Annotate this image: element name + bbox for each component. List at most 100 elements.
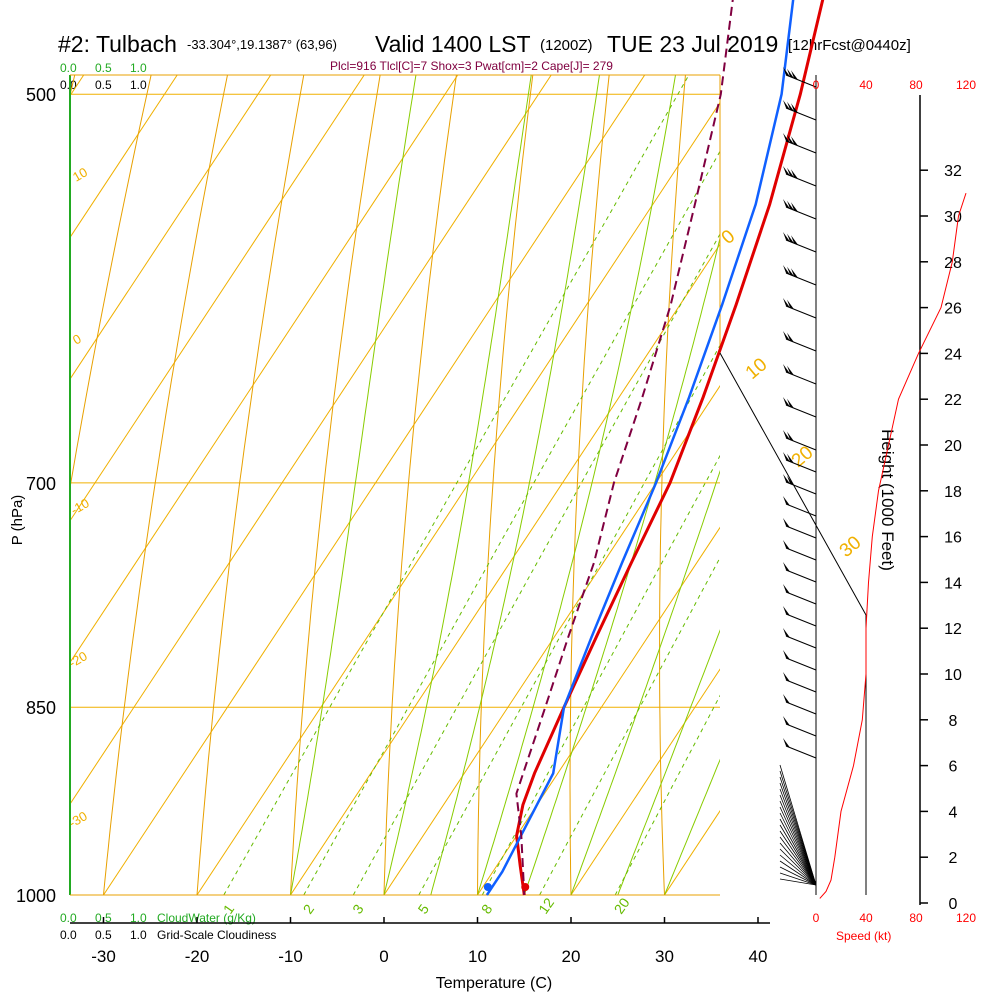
cloudiness-top-2: 1.0 — [130, 78, 147, 92]
barb-flag — [787, 167, 794, 178]
height-tick-30: 30 — [944, 209, 962, 226]
isotherm--110 — [0, 0, 413, 895]
sounding-series — [483, 0, 825, 896]
speed-tick-bottom-80: 80 — [909, 911, 923, 925]
cloudwater-bottom-2: 1.0 — [130, 911, 147, 925]
isotherm-label-1: 0 — [70, 331, 84, 348]
cloudiness-bottom-2: 1.0 — [130, 928, 147, 942]
barb-flag — [791, 136, 798, 146]
height-tick-22: 22 — [944, 392, 962, 409]
height-tick-24: 24 — [944, 346, 962, 363]
barb-shaft — [785, 525, 817, 539]
low-level-barb — [779, 836, 817, 886]
low-level-barb — [779, 830, 817, 886]
barb-shaft — [785, 701, 817, 715]
barb-shaft — [785, 613, 817, 627]
barb-flag — [783, 452, 790, 462]
dry-adiabat--40 — [70, 75, 152, 491]
height-tick-10: 10 — [944, 667, 962, 684]
barb-flag — [783, 298, 790, 308]
wind-barb — [783, 650, 817, 671]
cloudwater-top-1: 0.5 — [95, 61, 112, 75]
speed-tick-top-80: 80 — [909, 78, 923, 92]
low-level-barb — [779, 812, 817, 886]
speed-tick-top-0: 0 — [813, 78, 820, 92]
barb-flag — [787, 365, 794, 376]
low-level-barb — [779, 842, 817, 886]
wind-barb — [783, 474, 817, 495]
mixing-ratio-label-4: 8 — [478, 901, 496, 917]
temperature-tick-10: 10 — [468, 947, 487, 966]
barb-flag — [783, 518, 790, 528]
pressure-tick-500: 500 — [26, 85, 56, 105]
valid-time: Valid 1400 LST — [375, 31, 531, 57]
temperature-tick-30: 30 — [655, 947, 674, 966]
barb-flag — [787, 332, 794, 343]
barb-flag — [783, 100, 790, 110]
wind-barb — [783, 100, 817, 121]
wind-barb — [783, 518, 817, 539]
site-coords: -33.304°,19.1387° (63,96) — [187, 37, 337, 52]
low-level-barb — [779, 854, 817, 886]
wind-barb — [783, 716, 817, 737]
height-tick-32: 32 — [944, 163, 962, 180]
temperature-tick--10: -10 — [278, 947, 303, 966]
wind-barb — [783, 452, 817, 473]
isotherm-label-5: 0 — [718, 226, 740, 249]
height-tick-2: 2 — [949, 850, 958, 867]
temperature-tick-40: 40 — [749, 947, 768, 966]
isotherm--70 — [70, 75, 272, 380]
barb-shaft — [785, 569, 817, 583]
wind-barb — [783, 540, 817, 561]
height-tick-16: 16 — [944, 530, 962, 547]
surface-temperature-dot — [521, 883, 530, 891]
barb-shaft — [785, 591, 817, 605]
height-tick-12: 12 — [944, 621, 962, 638]
isotherm--100 — [0, 0, 506, 895]
wind-barb — [783, 67, 817, 88]
barb-flag — [791, 268, 798, 278]
barb-flag — [783, 716, 790, 726]
pressure-axis: 1000850700500400300250 — [16, 85, 56, 906]
dry-adiabat--20 — [196, 75, 305, 895]
height-tick-20: 20 — [944, 438, 962, 455]
barb-flag — [783, 133, 790, 143]
pressure-tick-850: 850 — [26, 698, 56, 718]
forecast-info: [12hrFcst@0440z] — [788, 37, 911, 54]
barb-shaft — [785, 547, 817, 561]
speed-tick-bottom-120: 120 — [956, 911, 976, 925]
isotherm--80 — [70, 75, 178, 239]
isotherm--40 — [70, 75, 552, 805]
cloudiness-top-1: 0.5 — [95, 78, 112, 92]
moist-adiabat-10 — [477, 75, 677, 895]
low-level-barb — [779, 818, 817, 886]
barb-flag — [783, 397, 790, 407]
isotherm-label-6: 10 — [742, 354, 772, 384]
dry-adiabat--10 — [290, 75, 381, 895]
low-level-barb — [779, 866, 817, 886]
low-level-barb — [779, 800, 817, 886]
dewpoint-line — [485, 0, 795, 896]
mixing-ratio-label-3: 5 — [414, 901, 432, 917]
speed-tick-top-120: 120 — [956, 78, 976, 92]
height-tick-14: 14 — [944, 575, 962, 592]
barb-shaft — [785, 74, 817, 88]
wind-barb — [783, 496, 817, 517]
wind-barb — [783, 694, 817, 715]
cloudiness-bottom-1: 0.5 — [95, 928, 112, 942]
low-level-barb — [779, 848, 817, 886]
pressure-axis-label: P (hPa) — [9, 495, 26, 546]
barb-flag — [787, 475, 794, 486]
speed-tick-top-40: 40 — [859, 78, 873, 92]
barb-flag — [787, 233, 794, 244]
isotherm--90 — [70, 75, 85, 97]
cloudiness-label: Grid-Scale Cloudiness — [157, 928, 276, 942]
surface-dewpoint-dot — [483, 883, 492, 891]
parcel-line — [515, 0, 734, 896]
moist-adiabat-15 — [523, 236, 720, 895]
barb-shaft — [785, 635, 817, 649]
barb-flag — [783, 265, 790, 275]
barb-flag — [791, 235, 798, 245]
